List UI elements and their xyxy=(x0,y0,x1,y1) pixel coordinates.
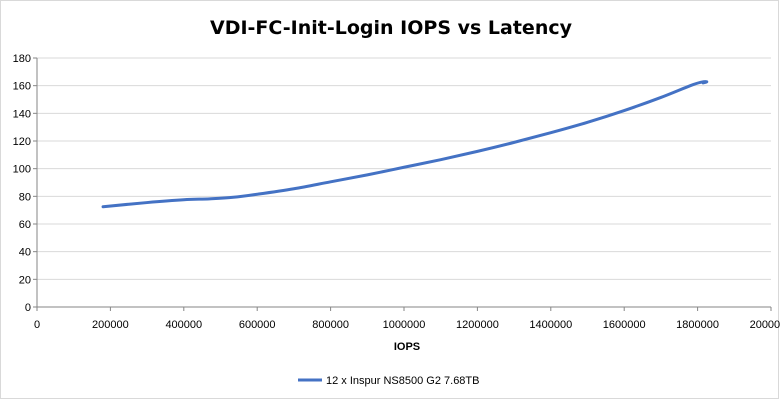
x-tick-label: 1800000 xyxy=(676,319,719,331)
x-tick-label: 1400000 xyxy=(529,319,572,331)
axes xyxy=(33,57,772,311)
x-tick-label: 1200000 xyxy=(456,319,499,331)
x-tick-label: 1600000 xyxy=(603,319,646,331)
y-tick-label: 180 xyxy=(13,53,31,65)
x-tick-label: 1000000 xyxy=(383,319,426,331)
y-tick-label: 160 xyxy=(13,81,31,93)
tick-labels: 0 20 40 60 80 100 120 140 160 180 0 200000 400000 600… xyxy=(13,53,780,331)
x-tick-label: 200000 xyxy=(92,319,129,331)
x-tick-label: 600000 xyxy=(239,319,276,331)
legend: 12 x Inspur NS8500 G2 7.68TB xyxy=(298,375,479,387)
y-tick-label: 20 xyxy=(19,274,31,286)
series-line xyxy=(101,80,709,209)
chart-title: VDI-FC-Init-Login IOPS vs Latency xyxy=(210,17,573,39)
x-tick-label: 0 xyxy=(34,319,40,331)
y-tick-label: 0 xyxy=(25,302,31,314)
y-tick-label: 140 xyxy=(13,108,31,120)
y-tick-label: 100 xyxy=(13,164,31,176)
y-tick-label: 80 xyxy=(19,191,31,203)
x-tick-label: 400000 xyxy=(165,319,202,331)
y-tick-label: 120 xyxy=(13,136,31,148)
x-tick-label: 800000 xyxy=(312,319,349,331)
legend-label: 12 x Inspur NS8500 G2 7.68TB xyxy=(326,375,479,387)
x-axis-title: IOPS xyxy=(394,341,420,353)
y-tick-label: 60 xyxy=(19,219,31,231)
y-tick-label: 40 xyxy=(19,247,31,259)
series-lines xyxy=(101,80,709,209)
x-tick-label: 2000000 xyxy=(750,319,780,331)
